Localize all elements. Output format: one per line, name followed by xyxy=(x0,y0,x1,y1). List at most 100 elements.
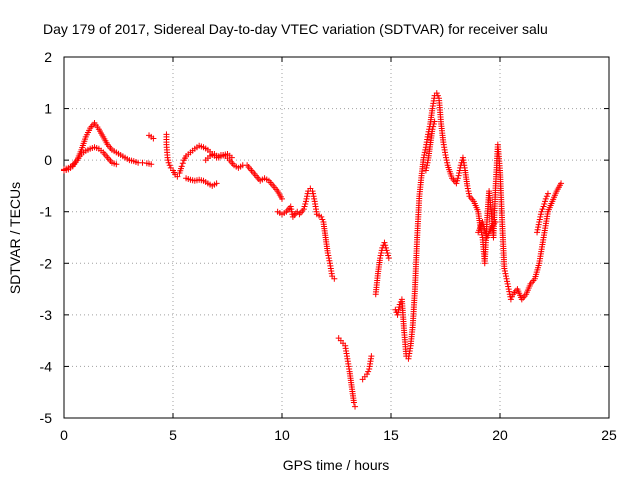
x-tick-label: 20 xyxy=(492,427,508,443)
y-axis-label: SDTVAR / TECUs xyxy=(7,182,23,294)
data-point xyxy=(319,216,326,223)
data-point xyxy=(300,206,307,213)
data-point xyxy=(288,206,295,213)
grid-lines xyxy=(64,57,609,418)
data-point xyxy=(541,200,548,207)
y-tick-label: -2 xyxy=(40,255,53,271)
data-point xyxy=(325,255,332,262)
data-point xyxy=(178,163,185,170)
data-point xyxy=(384,249,391,256)
data-point xyxy=(304,193,311,200)
data-point xyxy=(508,293,515,300)
data-point xyxy=(165,159,172,166)
data-point xyxy=(324,249,331,256)
data-point xyxy=(395,306,402,313)
x-tick-label: 0 xyxy=(60,427,68,443)
data-point xyxy=(310,193,317,200)
data-point xyxy=(302,200,309,207)
x-tick-label: 5 xyxy=(169,427,177,443)
data-point xyxy=(228,154,235,161)
data-point xyxy=(502,270,509,277)
data-point xyxy=(442,151,449,158)
data-point xyxy=(455,172,462,179)
data-point xyxy=(433,90,440,97)
data-point xyxy=(364,371,371,378)
chart-title: Day 179 of 2017, Sidereal Day-to-day VTE… xyxy=(43,21,548,37)
data-point xyxy=(456,167,463,174)
data-point xyxy=(456,170,463,177)
data-point xyxy=(430,123,437,130)
data-point xyxy=(504,280,511,287)
data-point xyxy=(350,399,357,406)
data-point xyxy=(287,203,294,210)
data-point xyxy=(434,92,441,99)
data-point xyxy=(310,190,317,197)
data-point xyxy=(382,242,389,249)
data-point xyxy=(537,213,544,220)
data-point xyxy=(505,283,512,290)
data-point xyxy=(558,180,565,187)
data-point xyxy=(377,255,384,262)
data-point xyxy=(536,219,543,226)
data-point xyxy=(325,252,332,259)
data-point xyxy=(464,185,471,192)
data-point xyxy=(453,180,460,187)
data-point xyxy=(382,244,389,251)
data-point xyxy=(535,224,542,231)
x-axis-label: GPS time / hours xyxy=(283,457,390,473)
data-point xyxy=(429,126,436,133)
y-tick-label: 2 xyxy=(44,49,52,65)
data-point xyxy=(365,368,372,375)
data-point xyxy=(421,149,428,156)
data-point xyxy=(150,135,157,142)
data-point xyxy=(507,296,514,303)
data-point xyxy=(422,146,429,153)
data-point xyxy=(443,157,450,164)
x-tick-label: 15 xyxy=(383,427,399,443)
y-tick-label: -4 xyxy=(40,358,53,374)
y-tick-label: -3 xyxy=(40,307,53,323)
data-point xyxy=(385,255,392,262)
data-point xyxy=(179,160,186,167)
y-tick-label: 1 xyxy=(44,101,52,117)
data-point xyxy=(492,219,499,226)
data-point xyxy=(537,211,544,218)
data-point xyxy=(383,247,390,254)
data-point xyxy=(542,195,549,202)
data-point xyxy=(423,162,430,169)
data-point xyxy=(352,403,359,410)
data-point xyxy=(425,131,432,138)
data-point xyxy=(311,195,318,202)
data-point xyxy=(430,121,437,128)
data-point xyxy=(165,157,172,164)
data-point xyxy=(536,216,543,223)
y-tick-label: -5 xyxy=(40,410,53,426)
data-point xyxy=(148,161,155,168)
data-point xyxy=(279,195,285,202)
data-point xyxy=(454,177,461,184)
data-point xyxy=(501,268,508,275)
data-point xyxy=(326,257,333,264)
data-point xyxy=(213,180,220,187)
y-tick-label: -1 xyxy=(40,204,53,220)
data-point xyxy=(502,273,509,280)
data-series xyxy=(61,90,565,410)
data-point xyxy=(318,213,325,220)
data-point xyxy=(544,190,551,197)
data-point xyxy=(303,195,310,202)
data-point xyxy=(385,252,392,259)
data-point xyxy=(139,159,146,166)
data-point xyxy=(543,193,550,200)
data-point xyxy=(331,275,338,282)
axis-ticks: 0 5 10 15 20 25 -5 -4 -3 -2 -1 0 1 2 xyxy=(40,49,617,443)
data-point xyxy=(396,304,403,311)
data-point xyxy=(506,288,513,295)
data-point xyxy=(309,188,316,195)
data-point xyxy=(422,167,429,174)
data-point xyxy=(542,198,549,205)
y-tick-label: 0 xyxy=(44,152,52,168)
data-point xyxy=(423,164,430,171)
data-point xyxy=(503,275,510,282)
data-point xyxy=(540,203,547,210)
data-point xyxy=(539,206,546,213)
